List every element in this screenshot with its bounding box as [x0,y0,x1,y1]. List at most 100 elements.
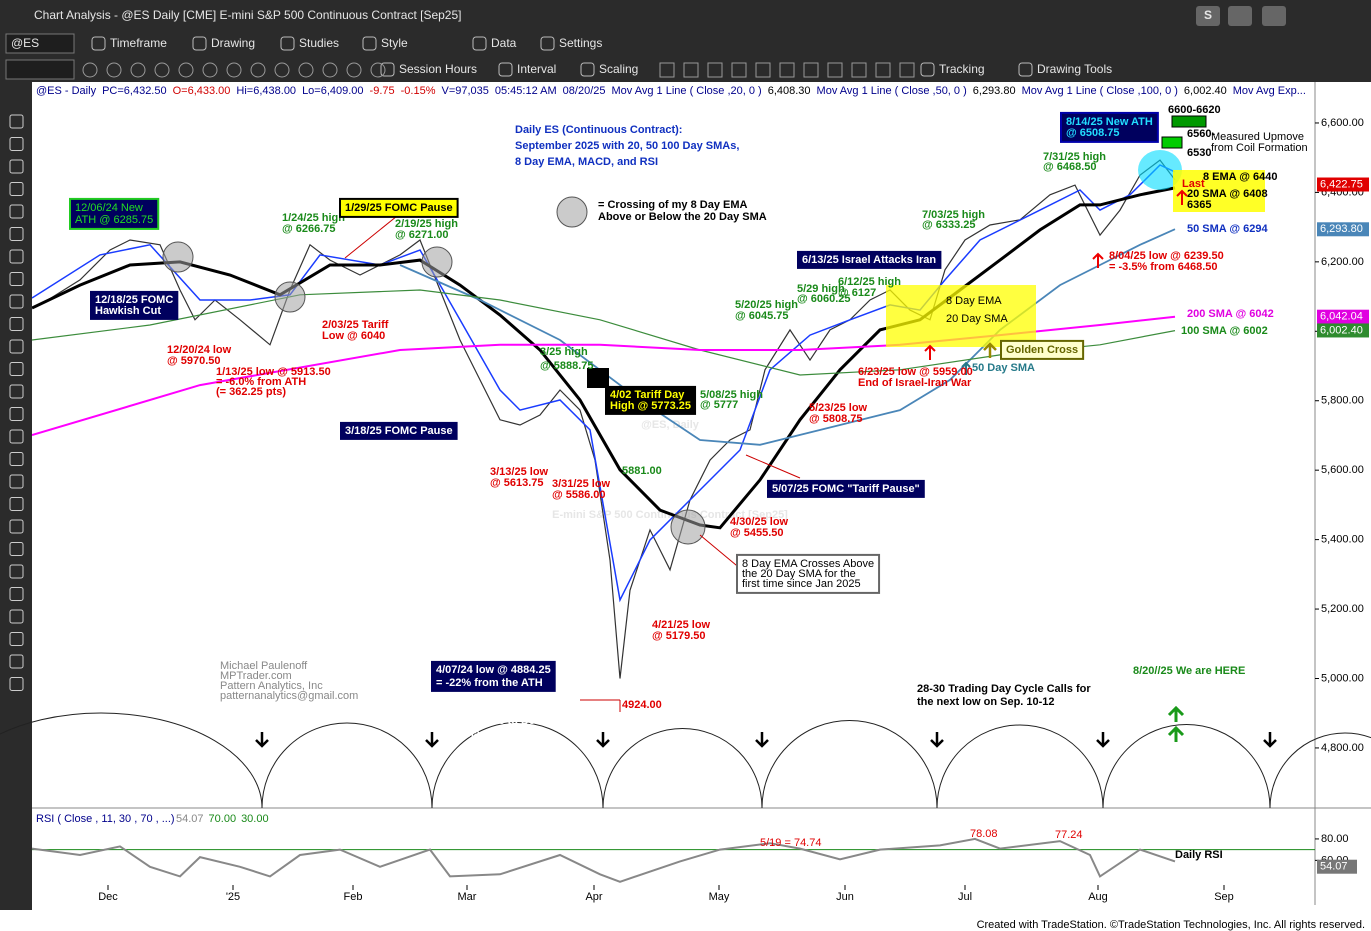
status-item: -9.75 [370,85,395,97]
annotation-box [767,479,925,498]
rsi-value: 70.00 [209,813,237,825]
annotation-text: 2/19/25 high [395,218,458,230]
annotation: 5/07/25 FOMC "Tariff Pause" [767,479,925,498]
tool-icon[interactable] [851,62,867,78]
toolbar-item[interactable]: Settings [559,36,602,50]
tool-icon[interactable] [346,62,362,78]
tool-icon[interactable] [178,62,194,78]
tool-icon[interactable] [683,62,699,78]
tool-icon[interactable] [154,62,170,78]
tool-icon[interactable] [899,62,915,78]
tool-icon[interactable] [226,62,242,78]
tool-icon[interactable] [202,62,218,78]
price-flag-label: 6,002.40 [1320,324,1363,336]
tool-icon[interactable] [370,62,386,78]
side-tool[interactable] [9,227,24,241]
toolbar-item[interactable]: Drawing [211,36,255,50]
side-tool[interactable] [9,519,24,534]
side-tool[interactable] [9,362,24,376]
tool-icon[interactable] [274,62,290,78]
side-tool[interactable] [9,159,24,174]
side-tool[interactable] [9,249,24,264]
price-flag-label: 6,293.80 [1320,223,1363,235]
window-button[interactable] [1196,6,1220,26]
annotation: 1/13/25 low @ 5913.50= -6.0% from ATH(= … [216,366,331,398]
footer: Created with TradeStation. ©TradeStation… [977,919,1365,931]
annotation-text: 8 Day EMA Crosses Above [742,558,874,570]
annotation-text: 6365 [1187,199,1211,211]
tool-icon[interactable] [322,62,338,78]
tool-icon[interactable] [755,62,771,78]
side-tool[interactable] [9,542,24,556]
annotation-text: 8/14/25 New ATH [1066,116,1153,128]
side-tool[interactable] [9,564,24,579]
annotation-text: September 2025 with 20, 50 100 Day SMAs, [515,140,739,152]
side-tool[interactable] [9,272,24,286]
annotation-text: 12/18/25 FOMC [95,294,173,306]
annotation-text: @ 6468.50 [1043,161,1097,173]
annotation: 6560- [1187,128,1215,140]
annotation-text: 6530 [1187,147,1211,159]
side-tool[interactable] [9,632,24,646]
annotation-text: 6/12/25 high [838,276,901,288]
tool-icon[interactable] [827,62,843,78]
toolbar-item[interactable]: Interval [517,62,556,76]
tool-icon[interactable] [82,62,98,78]
annotation-text: MPTrader.com [220,670,292,682]
annotation-text: Above or Below the 20 Day SMA [598,211,767,223]
side-tool[interactable] [9,339,24,354]
side-tool[interactable] [9,587,24,601]
annotation-text: High @ 5773.25 [610,400,691,412]
side-tool[interactable] [9,474,24,489]
toolbar-item[interactable]: Style [381,36,408,50]
side-tool[interactable] [9,182,24,196]
window-button[interactable] [1228,6,1252,26]
annotation: Golden Cross [1000,339,1085,360]
toolbar-item[interactable]: Timeframe [110,36,167,50]
side-tool[interactable] [9,114,24,129]
symbol-box[interactable] [5,33,75,54]
toolbar-item[interactable]: Session Hours [399,62,477,76]
side-tool[interactable] [9,317,24,331]
side-tool[interactable] [9,294,24,309]
status-item: PC=6,432.50 [102,85,167,97]
annotation-text: 5/29 high [797,283,845,295]
annotation-text: 4/21/25 low [652,619,711,631]
tool-icon[interactable] [875,62,891,78]
tool-icon[interactable] [803,62,819,78]
annotation-text: ATH @ 6285.75 [75,214,153,226]
side-tool[interactable] [9,452,24,466]
window-button[interactable] [1262,6,1286,26]
side-tool[interactable] [9,677,24,691]
tool-icon[interactable] [659,62,675,78]
toolbar-item[interactable]: Tracking [939,62,985,76]
side-tool[interactable] [9,204,24,219]
side-tool[interactable] [9,137,24,151]
y-tick-label: 5,800.00 [1321,395,1364,407]
side-tool[interactable] [9,429,24,444]
side-tool[interactable] [9,384,24,399]
status-item: Lo=6,409.00 [302,85,363,97]
tool-icon[interactable] [130,62,146,78]
tool-icon[interactable] [250,62,266,78]
annotation-text: 8/20//25 We are HERE [1133,665,1245,677]
tool-icon[interactable] [731,62,747,78]
tool-icon[interactable] [106,62,122,78]
annotation: 4924.00 [622,699,662,711]
tool-icon[interactable] [707,62,723,78]
side-tool[interactable] [9,609,24,624]
toolbar-item[interactable]: Data [491,36,517,50]
toolbar-item[interactable]: Scaling [599,62,638,76]
side-tool[interactable] [9,407,24,421]
annotation: 5/20/25 high@ 6045.75 [735,299,798,322]
toolbar-item[interactable]: Drawing Tools [1037,62,1112,76]
box2[interactable] [5,59,75,80]
cycle-arcs [0,712,1371,809]
tool-icon [498,62,513,77]
tool-icon[interactable] [298,62,314,78]
side-tool[interactable] [9,654,24,669]
toolbar-item[interactable]: Studies [299,36,339,50]
tool-icon[interactable] [779,62,795,78]
side-tool[interactable] [9,497,24,511]
